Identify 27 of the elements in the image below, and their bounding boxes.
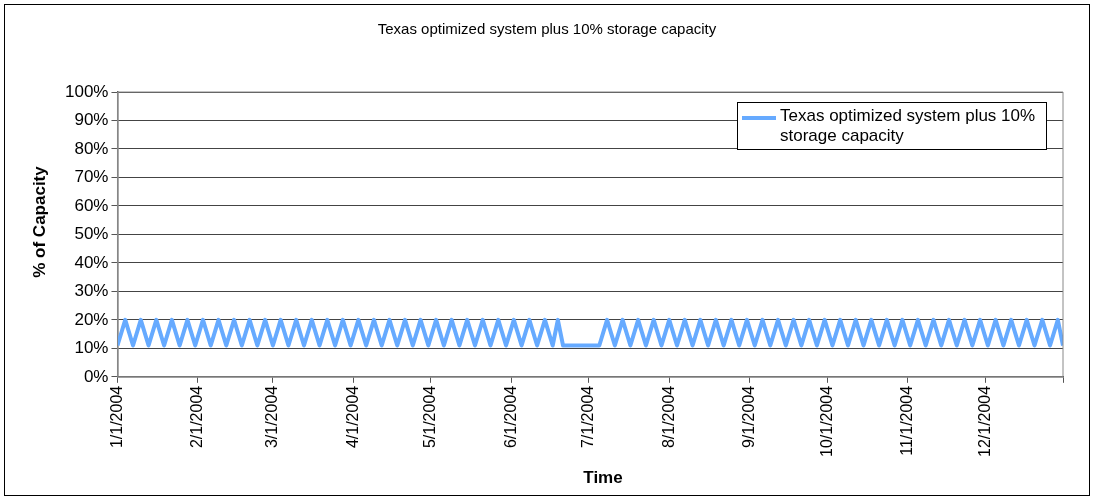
y-tick-label: 70% (74, 167, 109, 187)
x-tick-label: 3/1/2004 (263, 385, 281, 449)
x-tick-label: 7/1/2004 (579, 385, 597, 449)
x-tick-label: 10/1/2004 (817, 385, 835, 458)
x-tick-label: 4/1/2004 (343, 385, 361, 449)
y-tick-label: 0% (83, 366, 109, 386)
x-tick-label: 8/1/2004 (659, 385, 677, 449)
y-tick-label: 90% (74, 110, 109, 130)
chart-title: Texas optimized system plus 10% storage capacity (376, 20, 718, 37)
x-tick-label: 12/1/2004 (975, 385, 993, 458)
x-tick-label: 9/1/2004 (739, 385, 757, 449)
y-tick-label: 40% (74, 252, 109, 272)
x-tick-label: 11/1/2004 (897, 385, 915, 456)
x-tick-label: 6/1/2004 (501, 385, 519, 449)
y-axis-title: % of Capacity (30, 166, 50, 278)
y-tick-label: 10% (74, 338, 109, 358)
legend-label: Texas optimized system plus 10% storage capacity (780, 106, 1037, 146)
y-tick-label: 30% (74, 281, 109, 301)
y-tick-label: 100% (65, 81, 109, 101)
y-tick-label: 60% (74, 195, 109, 215)
x-tick-label: 5/1/2004 (421, 385, 439, 449)
y-tick-label: 50% (74, 224, 109, 244)
x-axis-title: Time (582, 468, 624, 488)
y-tick-label: 20% (74, 309, 109, 329)
y-tick-label: 80% (74, 138, 109, 158)
x-tick-label: 1/1/2004 (107, 385, 125, 449)
x-tick-label: 2/1/2004 (188, 385, 206, 449)
